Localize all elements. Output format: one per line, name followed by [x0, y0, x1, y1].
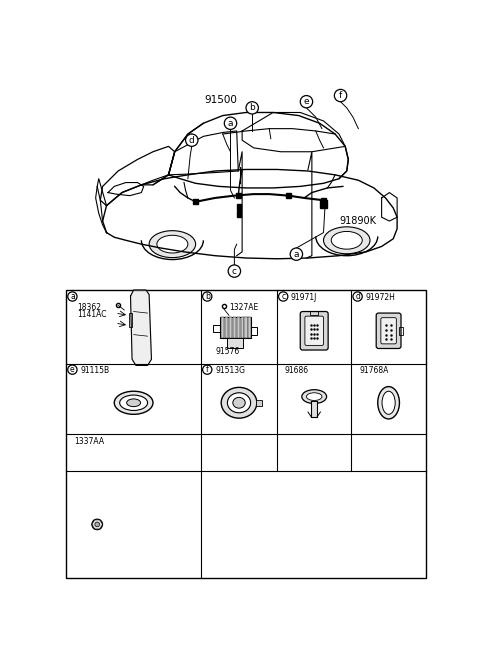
Bar [311, 310, 318, 314]
Text: 91686: 91686 [285, 366, 309, 375]
Text: 91500: 91500 [204, 95, 237, 105]
Bar [256, 400, 262, 406]
Ellipse shape [149, 231, 196, 257]
Circle shape [300, 96, 312, 108]
Circle shape [95, 522, 99, 527]
Ellipse shape [331, 231, 362, 249]
Text: 91972H: 91972H [365, 293, 395, 302]
Circle shape [203, 292, 212, 301]
Text: c: c [232, 267, 237, 276]
Bar [214, 325, 220, 332]
Text: a: a [228, 119, 233, 128]
Ellipse shape [382, 391, 395, 415]
Ellipse shape [302, 390, 326, 403]
Circle shape [68, 292, 77, 301]
Text: 1337AA: 1337AA [74, 437, 104, 446]
Bar [236, 193, 240, 198]
Bar [248, 317, 252, 339]
Text: f: f [206, 365, 209, 374]
Ellipse shape [114, 391, 153, 415]
Ellipse shape [221, 387, 257, 418]
Text: 1327AE: 1327AE [229, 303, 258, 312]
Bar [244, 317, 248, 339]
Bar [237, 317, 240, 339]
FancyBboxPatch shape [300, 312, 328, 350]
Bar [321, 198, 326, 202]
Bar [240, 317, 244, 339]
Text: 1141AC: 1141AC [77, 310, 107, 320]
Bar [238, 211, 241, 217]
Bar [220, 317, 251, 339]
Bar [228, 339, 243, 348]
Bar [193, 200, 198, 204]
Text: d: d [189, 136, 194, 145]
Text: e: e [304, 97, 309, 106]
Circle shape [278, 292, 288, 301]
Ellipse shape [127, 399, 141, 407]
Bar [66, 290, 426, 578]
Text: b: b [205, 292, 210, 301]
Circle shape [228, 265, 240, 277]
Text: a: a [294, 250, 299, 259]
Ellipse shape [120, 395, 147, 411]
Ellipse shape [228, 393, 251, 413]
Ellipse shape [324, 227, 370, 253]
Text: 91115B: 91115B [80, 366, 109, 375]
FancyBboxPatch shape [376, 313, 401, 348]
Bar [286, 193, 291, 198]
Text: a: a [70, 292, 75, 301]
Text: 18362: 18362 [77, 303, 101, 312]
Bar [225, 317, 228, 339]
Text: c: c [281, 292, 285, 301]
Text: 91768A: 91768A [359, 366, 388, 375]
Bar [238, 204, 241, 210]
Circle shape [224, 117, 237, 130]
Text: b: b [249, 103, 255, 113]
Bar [321, 200, 326, 208]
Bar [311, 402, 317, 417]
Circle shape [353, 292, 362, 301]
Text: d: d [355, 292, 360, 301]
Ellipse shape [378, 386, 399, 419]
Text: 91576: 91576 [215, 347, 239, 356]
Circle shape [203, 365, 212, 374]
Polygon shape [131, 290, 152, 365]
Bar [399, 327, 403, 335]
FancyBboxPatch shape [305, 316, 324, 345]
Text: 91971J: 91971J [291, 293, 317, 302]
Bar [233, 317, 236, 339]
Circle shape [290, 248, 302, 260]
Ellipse shape [157, 235, 188, 253]
Bar [229, 317, 232, 339]
Circle shape [186, 134, 198, 146]
FancyBboxPatch shape [381, 318, 396, 344]
Bar [251, 327, 257, 335]
Circle shape [246, 102, 258, 114]
Circle shape [92, 519, 103, 530]
Text: f: f [339, 91, 342, 100]
Text: 91890K: 91890K [339, 216, 376, 226]
Ellipse shape [306, 393, 322, 400]
Bar [221, 317, 224, 339]
Text: e: e [70, 365, 75, 374]
Circle shape [68, 365, 77, 374]
Bar [129, 313, 132, 327]
Text: 91513G: 91513G [215, 366, 245, 375]
Ellipse shape [233, 398, 245, 408]
Circle shape [335, 89, 347, 102]
